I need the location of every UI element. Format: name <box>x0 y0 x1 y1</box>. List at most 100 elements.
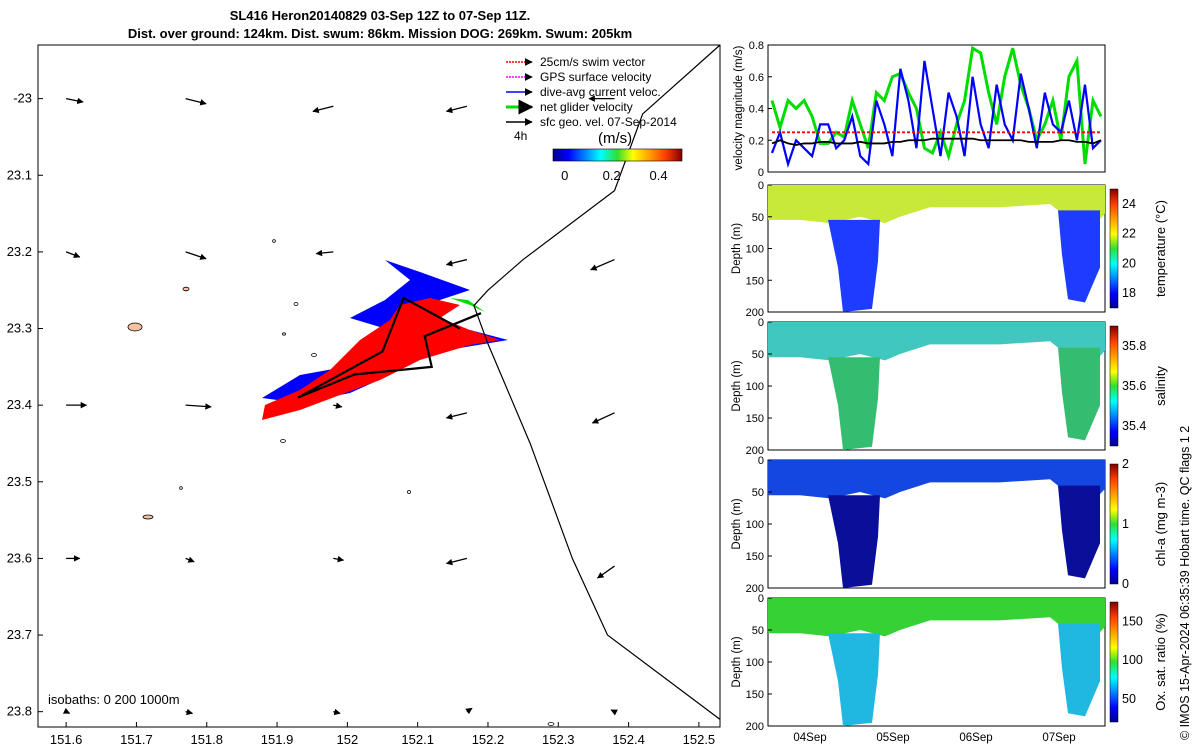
section-y-tick-label: 50 <box>752 625 764 637</box>
map-y-tick-label: 23.2 <box>7 244 32 259</box>
section-surface-layer <box>768 460 1105 505</box>
geo-velocity-arrow <box>185 251 207 260</box>
section-ylabel: Depth (m) <box>731 498 743 549</box>
geo-velocity-arrow <box>610 709 618 716</box>
legend-label: dive-avg current veloc. <box>540 85 661 99</box>
section-x-tick-label: 05Sep <box>876 732 909 744</box>
section-y-tick-label: 0 <box>758 317 764 329</box>
section-colorbar-label: temperature (°C) <box>1153 200 1168 297</box>
reef-patch <box>311 353 317 357</box>
map-y-tick-label: 23.8 <box>7 704 32 719</box>
map-panel: -23 23.1 23.2 23.3 23.4 23.5 23.6 23.7 23.8 151.… <box>7 44 721 747</box>
map-colorbar-tick-label: 0 <box>561 168 568 183</box>
section-y-tick-label: 200 <box>746 445 764 457</box>
section-colorbar-tick-label: 150 <box>1122 614 1143 628</box>
section-deep-trough <box>828 357 880 450</box>
geo-velocity-arrow <box>333 555 345 563</box>
section-y-tick-label: 100 <box>746 244 764 256</box>
colorbar-title: (m/s) <box>598 130 632 147</box>
isobath-line <box>473 44 721 720</box>
section-ylabel: Depth (m) <box>731 636 743 687</box>
credit-text: © IMOS 15-Apr-2024 06:35:39 Hobart time.… <box>1178 425 1192 740</box>
velocity-series <box>770 45 1103 168</box>
swim-vector-fan <box>262 298 500 420</box>
section-colorbar-tick-label: 1 <box>1122 517 1129 531</box>
geo-velocity-arrow <box>590 258 615 271</box>
section-deep-trough <box>1058 623 1100 717</box>
section-panel: 0 50 100 150 200 Depth (m) 35.4 35.6 35.8 salinit… <box>731 317 1168 457</box>
section-panel: 0 50 100 150 200 Depth (m) 18 20 22 24 temperature… <box>731 180 1168 319</box>
velocity-y-tick-label: 0 <box>758 167 764 179</box>
geo-velocity-arrow <box>445 557 468 566</box>
map-y-tick-label: 23.3 <box>7 321 32 336</box>
map-x-tick-label: 152.5 <box>683 732 716 747</box>
legend-label: GPS surface velocity <box>540 70 651 84</box>
geo-velocity-arrow <box>445 105 468 114</box>
legend-time-label: 4h <box>514 129 527 143</box>
velocity-ylabel: velocity magnitude (m/s) <box>733 46 745 171</box>
section-ylabel: Depth (m) <box>731 360 743 411</box>
velocity-y-axis: 0 0.2 0.4 0.6 0.8 <box>749 40 772 179</box>
map-y-tick-label: -23 <box>13 91 32 106</box>
legend-label: sfc geo. vel. 07-Sep-2014 <box>540 115 677 129</box>
map-x-tick-label: 152.2 <box>472 732 505 747</box>
map-x-tick-label: 152 <box>337 732 359 747</box>
section-colorbar-tick-label: 18 <box>1122 286 1136 300</box>
geo-velocity-arrow <box>185 98 207 106</box>
section-colorbar <box>1109 188 1119 309</box>
reef-patch <box>182 286 190 292</box>
section-colorbar <box>1109 601 1119 723</box>
section-y-tick-label: 100 <box>746 657 764 669</box>
section-ylabel: Depth (m) <box>731 223 743 274</box>
section-deep-trough <box>828 219 880 312</box>
legend-label: net glider velocity <box>540 100 633 114</box>
section-deep-trough <box>1058 347 1100 441</box>
geo-velocity-arrow <box>65 97 84 105</box>
section-y-tick-label: 100 <box>746 519 764 531</box>
geo-velocity-arrow <box>65 251 81 258</box>
geo-velocity-arrow <box>185 403 212 410</box>
geo-velocity-arrow <box>333 708 341 716</box>
velocity-y-tick-label: 0.2 <box>749 135 764 147</box>
section-colorbar-label: Ox. sat. ratio (%) <box>1153 613 1168 711</box>
section-y-tick-label: 150 <box>746 551 764 563</box>
geo-velocity-arrow <box>312 105 334 114</box>
reef-patch <box>272 239 276 243</box>
geo-velocity-arrow <box>333 402 343 409</box>
map-x-tick-label: 151.7 <box>120 732 153 747</box>
map-y-tick-label: 23.7 <box>7 627 32 642</box>
section-colorbar-tick-label: 35.8 <box>1122 339 1146 353</box>
section-panel: 0 50 100 150 200 Depth (m) 0 1 2 chl-a (mg m-3) <box>731 455 1168 595</box>
map-y-tick-label: 23.5 <box>7 474 32 489</box>
section-colorbar <box>1109 325 1119 447</box>
geo-velocity-arrow <box>597 565 615 579</box>
velocity-y-tick-label: 0.6 <box>749 72 764 84</box>
net-glider-velocity-fan <box>450 298 485 312</box>
section-y-tick-label: 150 <box>746 275 764 287</box>
map-axes-box <box>37 44 721 728</box>
reef-patch <box>127 322 143 332</box>
geo-velocity-arrow <box>445 258 468 267</box>
geo-velocity-arrows <box>62 95 618 716</box>
map-y-axis: -23 23.1 23.2 23.3 23.4 23.5 23.6 23.7 23.8 <box>7 91 43 719</box>
section-y-tick-label: 0 <box>758 593 764 605</box>
section-deep-trough <box>1058 485 1100 579</box>
section-colorbar-tick-label: 35.4 <box>1122 419 1146 433</box>
section-x-tick-label: 04Sep <box>793 732 826 744</box>
section-y-tick-label: 50 <box>752 349 764 361</box>
section-deep-trough <box>828 633 880 726</box>
reef-patch <box>280 439 286 443</box>
geo-velocity-arrow <box>185 708 194 716</box>
section-y-tick-label: 150 <box>746 689 764 701</box>
reef-patch <box>293 302 299 306</box>
section-x-tick-label: 07Sep <box>1042 732 1075 744</box>
geo-velocity-arrow <box>591 412 615 424</box>
map-colorbar <box>552 148 683 162</box>
section-colorbar-tick-label: 20 <box>1122 256 1136 270</box>
velocity-series-line <box>771 137 1102 146</box>
reef-patch <box>282 332 286 336</box>
section-y-tick-label: 50 <box>752 487 764 499</box>
section-colorbar-tick-label: 0 <box>1122 577 1129 591</box>
